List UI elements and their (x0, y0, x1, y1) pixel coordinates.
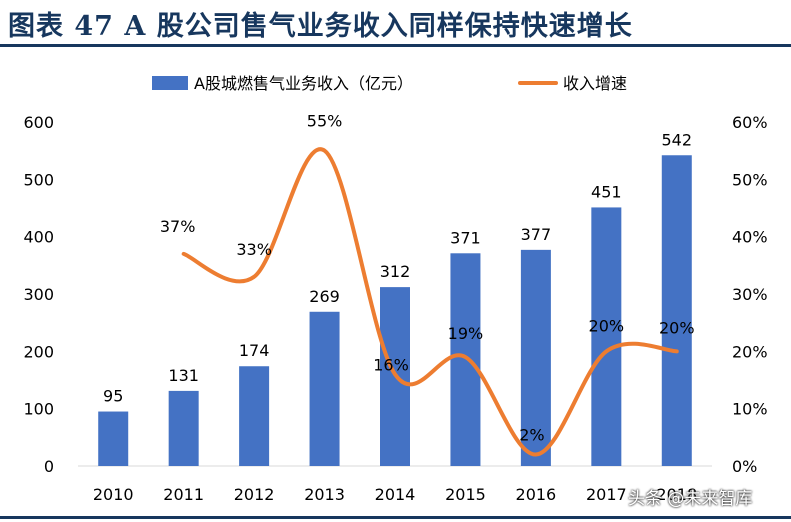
y-left-tick-label: 300 (23, 285, 54, 304)
title-bar: 图表 47 A 股公司售气业务收入同样保持快速增长 (0, 0, 791, 47)
bar-data-label: 269 (309, 287, 340, 306)
bar (309, 311, 340, 466)
title-rule (0, 44, 791, 47)
bar-data-label: 131 (168, 366, 199, 385)
y-left-tick-label: 400 (23, 228, 54, 247)
y-left-tick-label: 100 (23, 400, 54, 419)
bar-data-label: 542 (662, 130, 693, 149)
x-tick-label: 2015 (445, 485, 486, 504)
legend-bar-label: A股城燃售气业务收入（亿元） (194, 74, 413, 93)
bar (450, 253, 481, 466)
bar-data-label: 451 (591, 182, 622, 201)
x-tick-label: 2014 (375, 485, 416, 504)
legend-line-label: 收入增速 (563, 74, 627, 93)
line-data-label: 2% (519, 426, 544, 445)
x-tick-label: 2017 (586, 485, 627, 504)
y-left-tick-label: 200 (23, 342, 54, 361)
line-data-label: 16% (373, 355, 409, 374)
bottom-rule (0, 516, 791, 519)
bar (591, 207, 622, 466)
y-left-tick-label: 600 (23, 113, 54, 132)
y-right-tick-label: 30% (732, 285, 768, 304)
bar (520, 249, 551, 466)
bar-data-label: 95 (103, 387, 123, 406)
line-data-label: 20% (659, 318, 695, 337)
bar-data-label: 377 (521, 225, 552, 244)
y-right-tick-label: 50% (732, 170, 768, 189)
page-title: 图表 47 A 股公司售气业务收入同样保持快速增长 (8, 11, 633, 42)
x-tick-label: 2011 (163, 485, 204, 504)
y-left-tick-label: 500 (23, 170, 54, 189)
y-right-tick-label: 60% (732, 113, 768, 132)
bar (661, 155, 692, 466)
bar-data-label: 312 (380, 262, 411, 281)
line-data-label: 19% (448, 324, 484, 343)
line-data-label: 37% (160, 217, 196, 236)
y-right-tick-label: 0% (732, 457, 757, 476)
y-right-tick-label: 10% (732, 400, 768, 419)
y-left-tick-label: 0 (44, 457, 54, 476)
y-right-tick-label: 20% (732, 342, 768, 361)
line-data-label: 20% (589, 316, 625, 335)
legend-bar-swatch (152, 76, 188, 90)
series-line (181, 147, 679, 457)
bar-data-label: 371 (450, 228, 481, 247)
x-tick-label: 2016 (516, 485, 557, 504)
x-tick-label: 2018 (656, 485, 697, 504)
x-tick-label: 2012 (234, 485, 275, 504)
bar-data-label: 174 (239, 341, 270, 360)
bar (168, 390, 199, 466)
line-data-label: 55% (307, 112, 343, 131)
line-data-label: 33% (236, 240, 272, 259)
bar (98, 411, 129, 466)
bar (239, 366, 270, 466)
x-tick-label: 2010 (93, 485, 134, 504)
watermark-text: 头条 @未来智库 (628, 489, 753, 509)
x-tick-label: 2013 (304, 485, 345, 504)
y-right-tick-label: 40% (732, 228, 768, 247)
